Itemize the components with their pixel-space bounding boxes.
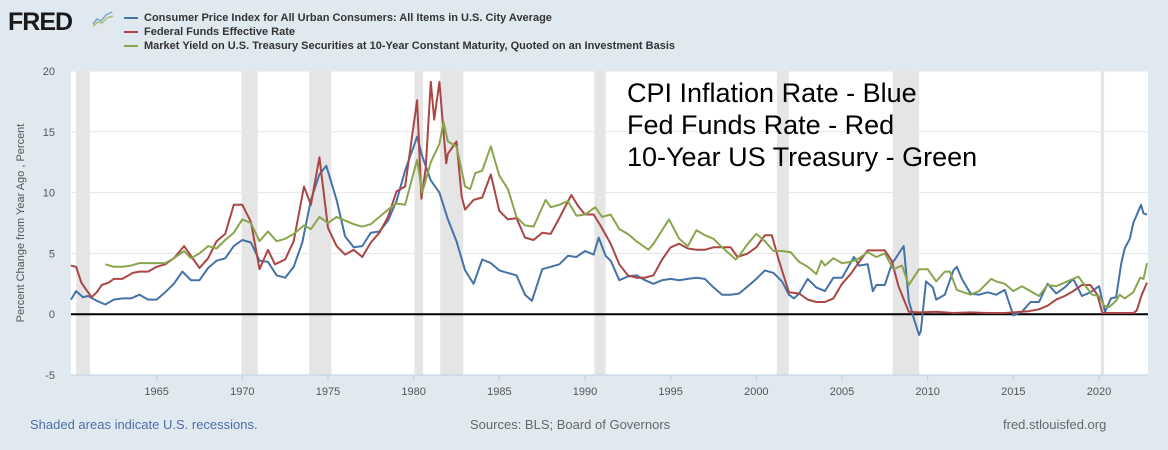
series-lines <box>70 80 1148 336</box>
legend-item-fedfunds[interactable]: Federal Funds Effective Rate <box>124 25 675 39</box>
annotation-line-cpi: CPI Inflation Rate - Blue <box>627 78 917 108</box>
legend-label-fedfunds: Federal Funds Effective Rate <box>144 26 295 38</box>
chart-line-icon <box>92 9 114 27</box>
chart-legend: Consumer Price Index for All Urban Consu… <box>124 11 675 53</box>
series-line-treasury <box>105 121 1148 308</box>
y-tick-label: 15 <box>43 127 55 139</box>
annotation-text: CPI Inflation Rate - Blue Fed Funds Rate… <box>627 77 977 173</box>
x-tick-label: 1965 <box>144 386 168 398</box>
y-tick-label: 0 <box>49 309 55 321</box>
fred-logo[interactable]: FRED <box>8 8 73 36</box>
x-tick-label: 2020 <box>1087 386 1111 398</box>
legend-swatch-treasury <box>124 45 138 47</box>
x-tick-label: 2005 <box>830 386 854 398</box>
x-tick-label: 1995 <box>658 386 682 398</box>
annotation-line-fedfunds: Fed Funds Rate - Red <box>627 110 895 140</box>
legend-swatch-fedfunds <box>124 31 138 33</box>
recession-bar <box>440 71 464 375</box>
y-tick-label: 10 <box>43 188 55 200</box>
recession-bar <box>1100 71 1105 375</box>
sources-text: Sources: BLS; Board of Governors <box>470 417 671 432</box>
series-line-fedfunds <box>70 80 1148 314</box>
x-axis: 1965 1970 1975 1980 1985 1990 1995 2000 2005 2010… <box>144 375 1111 398</box>
x-tick-label: 1975 <box>316 386 340 398</box>
y-tick-label: 20 <box>43 66 55 78</box>
y-axis-title: Percent Change from Year Ago , Percent <box>15 124 27 323</box>
x-tick-label: 1980 <box>401 386 425 398</box>
x-tick-label: 1990 <box>573 386 597 398</box>
site-link[interactable]: fred.stlouisfed.org <box>1003 417 1107 432</box>
legend-label-treasury: Market Yield on U.S. Treasury Securities… <box>144 40 676 52</box>
x-tick-label: 2015 <box>1001 386 1025 398</box>
grid-lines <box>71 70 1148 376</box>
x-tick-label: 1970 <box>230 386 254 398</box>
y-axis: -5 0 5 10 15 20 <box>43 66 55 382</box>
x-tick-label: 2000 <box>744 386 768 398</box>
recession-bar <box>309 71 332 375</box>
series-line-cpi <box>70 135 1148 336</box>
legend-swatch-cpi <box>124 17 138 19</box>
x-tick-label: 2010 <box>915 386 939 398</box>
y-tick-label: 5 <box>49 248 55 260</box>
recession-note[interactable]: Shaded areas indicate U.S. recessions. <box>30 417 258 432</box>
legend-label-cpi: Consumer Price Index for All Urban Consu… <box>144 12 552 24</box>
x-tick-label: 1985 <box>487 386 511 398</box>
legend-item-treasury[interactable]: Market Yield on U.S. Treasury Securities… <box>124 39 675 53</box>
recession-bar <box>76 71 90 375</box>
recession-bar <box>414 71 424 375</box>
legend-item-cpi[interactable]: Consumer Price Index for All Urban Consu… <box>124 11 675 25</box>
recession-bar <box>776 71 789 375</box>
y-tick-label: -5 <box>45 370 55 382</box>
annotation-line-treasury: 10-Year US Treasury - Green <box>627 142 978 172</box>
